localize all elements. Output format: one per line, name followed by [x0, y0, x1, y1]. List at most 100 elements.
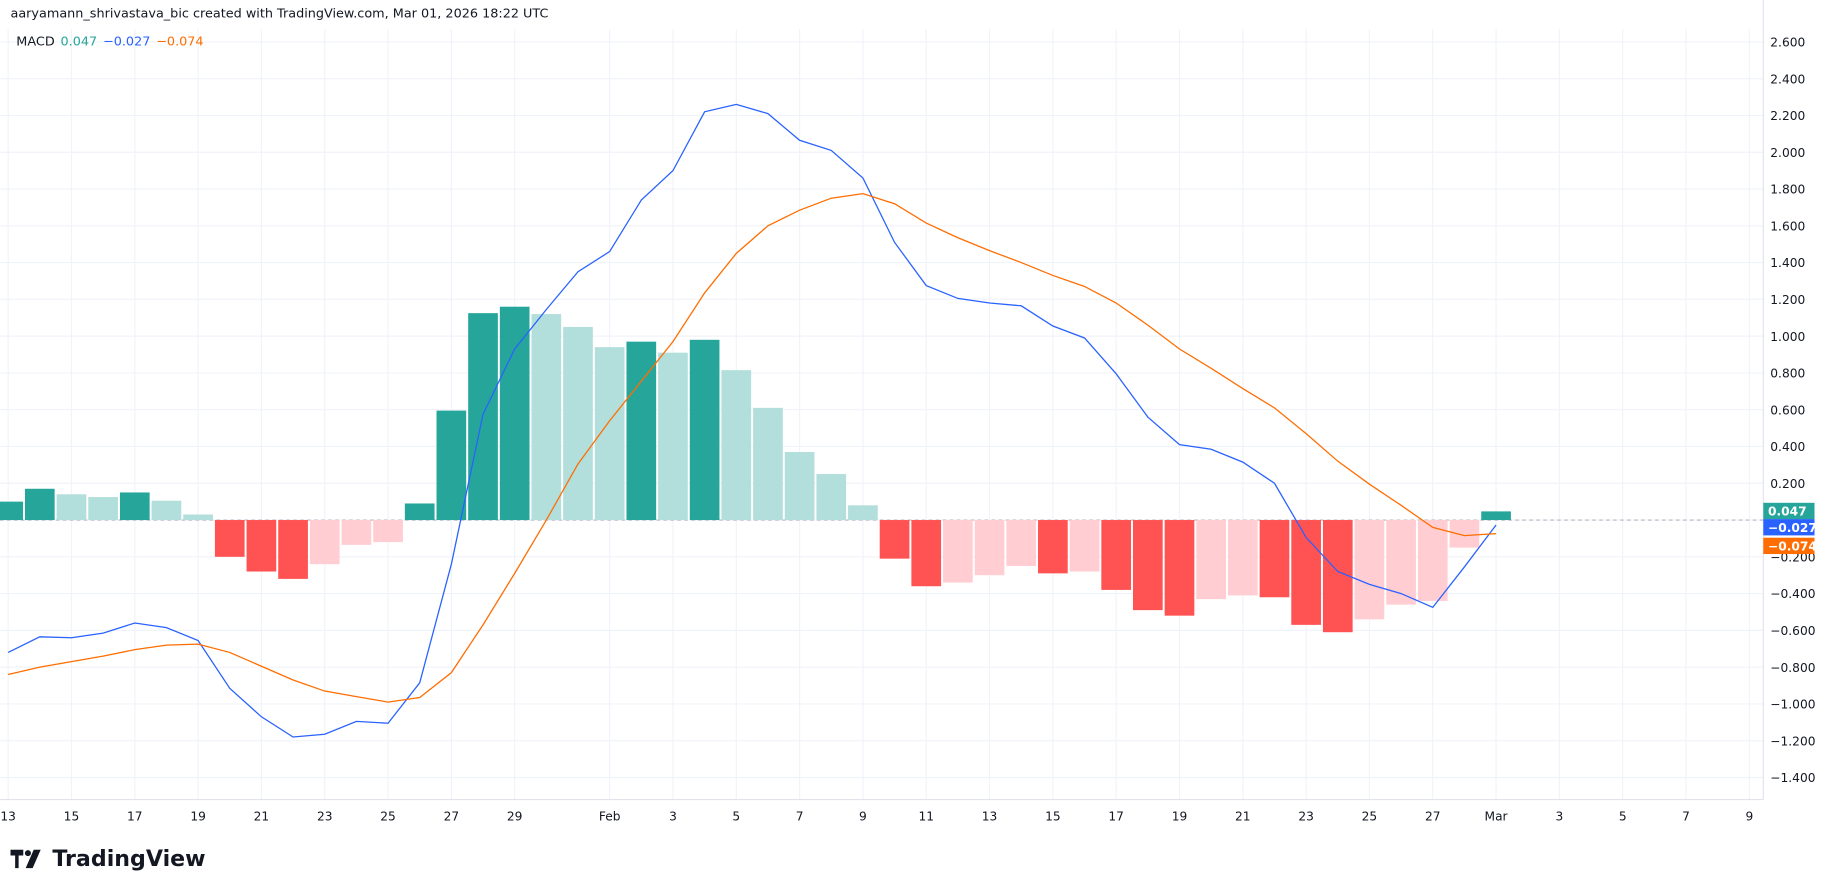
histogram-bar — [499, 306, 530, 521]
x-tick-label: 13 — [982, 810, 998, 824]
histogram-bar — [278, 520, 308, 579]
histogram-bar — [1132, 520, 1163, 611]
signal-last-value-box — [1763, 537, 1815, 555]
histogram-bar — [1354, 520, 1385, 620]
x-tick-label: 27 — [1425, 810, 1441, 824]
x-tick-label: 9 — [1745, 810, 1753, 824]
histogram-bar — [911, 520, 942, 587]
histogram-bar — [341, 520, 372, 545]
signal-line — [8, 192, 1497, 703]
macd-last-value: −0.027 — [1768, 521, 1817, 535]
histogram-bar — [816, 474, 847, 521]
x-tick-label: 19 — [190, 810, 206, 824]
x-tick-label: 11 — [918, 810, 934, 824]
histogram-bar — [1196, 520, 1226, 600]
tradingview-logo[interactable]: TradingView — [10, 846, 206, 872]
x-tick-label: 13 — [0, 810, 16, 824]
histogram-bar — [974, 520, 1005, 576]
y-tick-label: 1.200 — [1770, 293, 1805, 307]
histogram-bar — [753, 407, 783, 521]
legend-macd-value: −0.027 — [102, 33, 151, 49]
y-tick-label: 2.400 — [1770, 72, 1805, 86]
histogram-bar — [1006, 520, 1037, 567]
macd-last-value-box — [1763, 519, 1815, 536]
histogram-bar — [721, 370, 752, 521]
x-tick-label: 15 — [1045, 810, 1061, 824]
histogram-bar — [689, 339, 720, 521]
histogram-bar — [214, 520, 245, 557]
tradingview-logo-icon — [10, 849, 41, 869]
histogram-bar — [1417, 520, 1448, 601]
histogram-bar — [1259, 520, 1290, 598]
x-tick-label: 27 — [444, 810, 460, 824]
histogram-bar — [1038, 520, 1068, 574]
x-tick-label: 5 — [732, 810, 740, 824]
y-tick-label: −0.600 — [1770, 624, 1815, 638]
histogram-bar — [1386, 520, 1416, 605]
x-tick-label: 25 — [1362, 810, 1378, 824]
histogram-bar — [1227, 520, 1258, 596]
y-tick-label: 0.200 — [1770, 477, 1805, 491]
signal-last-value: −0.074 — [1768, 540, 1817, 554]
histogram-bar — [1291, 520, 1321, 625]
y-tick-label: 2.600 — [1770, 36, 1805, 50]
x-tick-label: 3 — [669, 810, 677, 824]
indicator-legend[interactable]: MACD 0.047 −0.027 −0.074 — [16, 34, 209, 49]
histogram-bar — [246, 520, 277, 572]
x-tick-label: 23 — [317, 810, 333, 824]
x-tick-label: 23 — [1298, 810, 1314, 824]
y-tick-label: 0.800 — [1770, 367, 1805, 381]
histogram-bar — [24, 488, 55, 521]
x-tick-label: Feb — [599, 810, 621, 824]
y-tick-label: 2.200 — [1770, 109, 1805, 123]
x-tick-label: 21 — [1235, 810, 1251, 824]
histogram-bar — [309, 520, 340, 565]
histogram-bar — [1069, 520, 1100, 572]
x-tick-label: 17 — [1108, 810, 1124, 824]
y-tick-label: −0.400 — [1770, 587, 1815, 601]
histogram-bar — [943, 520, 973, 583]
histogram-bar — [1164, 520, 1195, 616]
histogram-bar — [151, 500, 182, 521]
histogram-bar — [563, 326, 593, 521]
histogram-bar — [1101, 520, 1132, 590]
histogram-bar — [784, 451, 815, 521]
histogram-bar — [88, 497, 118, 521]
y-tick-label: −1.000 — [1770, 698, 1815, 712]
histogram-bar — [848, 505, 878, 521]
x-tick-label: 15 — [64, 810, 80, 824]
histogram-bar — [626, 341, 657, 521]
histogram-bar — [373, 520, 403, 543]
x-tick-label: 17 — [127, 810, 143, 824]
x-tick-label: 3 — [1556, 810, 1564, 824]
legend-name: MACD — [16, 33, 55, 49]
y-tick-label: 0.400 — [1770, 440, 1805, 454]
y-tick-label: 1.400 — [1770, 256, 1805, 270]
histogram-bar — [658, 352, 688, 521]
logo-text: TradingView — [52, 846, 206, 872]
histogram-bar — [119, 492, 150, 521]
y-tick-label: 1.000 — [1770, 330, 1805, 344]
y-tick-label: 1.800 — [1770, 183, 1805, 197]
x-tick-label: 19 — [1172, 810, 1188, 824]
histogram-bar — [594, 347, 625, 521]
y-tick-label: −1.400 — [1770, 771, 1815, 785]
legend-signal-value: −0.074 — [156, 33, 204, 49]
x-tick-label: 21 — [254, 810, 270, 824]
histogram-bar — [0, 501, 23, 521]
histogram-last-value-box — [1763, 502, 1815, 520]
x-tick-label: 7 — [796, 810, 804, 824]
x-tick-label: 25 — [380, 810, 396, 824]
x-tick-label: 9 — [859, 810, 867, 824]
histogram-bar — [1449, 520, 1480, 548]
x-tick-label: 5 — [1619, 810, 1627, 824]
x-tick-label: 29 — [507, 810, 523, 824]
histogram-bar — [404, 503, 435, 521]
y-tick-label: 1.600 — [1770, 219, 1805, 233]
histogram-bar — [531, 314, 562, 521]
histogram-bar — [183, 514, 213, 521]
macd-line — [7, 103, 1497, 738]
y-tick-label: 2.000 — [1770, 146, 1805, 160]
